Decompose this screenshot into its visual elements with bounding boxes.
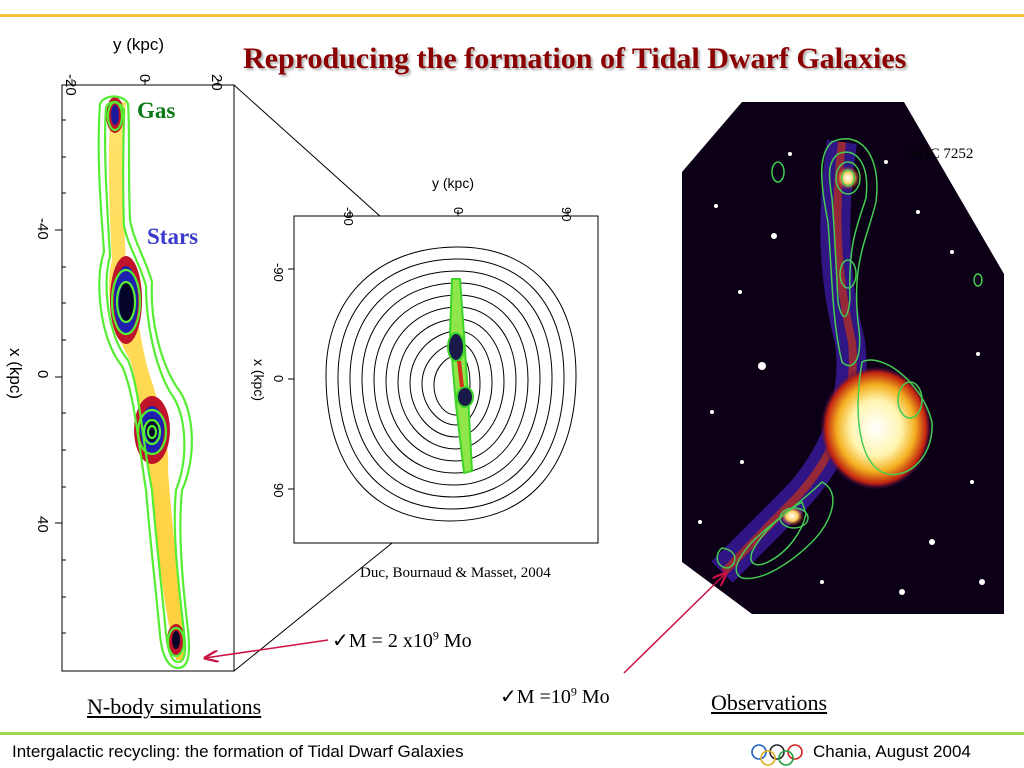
left-y-tick-1: 0 (136, 74, 153, 82)
left-y-tick-0: -20 (62, 74, 79, 96)
left-y-axis-title: y (kpc) (113, 35, 164, 54)
gas-stream (108, 102, 184, 660)
halo-contours (325, 246, 577, 522)
middle-y-tick-1: 0 (451, 207, 466, 214)
field-stars (698, 152, 985, 595)
middle-y-tick-2: 90 (559, 207, 574, 221)
left-y-tick-2: 20 (208, 74, 225, 91)
middle-x-tick-0: -90 (271, 263, 286, 282)
simulation-mass-label: ✓M = 2 x109 Mo (332, 628, 472, 653)
obs-mass-arrow (623, 573, 726, 674)
footer-title: Intergalactic recycling: the formation o… (12, 742, 464, 761)
left-x-axis-title: x (kpc) (6, 348, 25, 399)
footer-location-date: Chania, August 2004 (813, 742, 971, 761)
observations-caption: Observations (711, 690, 828, 715)
left-x-tick-0: -40 (34, 218, 51, 240)
galaxy-core (820, 366, 932, 490)
sim-mass-value: ✓M = 2 x10 (332, 630, 433, 652)
ngc-7252-label: NGC 7252 (908, 146, 974, 162)
obs-mass-value: ✓M =10 (500, 686, 571, 708)
left-x-tick-1: 0 (34, 370, 51, 378)
middle-plot-frame (293, 215, 599, 544)
sim-mass-unit: Mo (438, 630, 472, 652)
middle-x-tick-1: 0 (271, 375, 286, 382)
olympic-rings-icon (751, 744, 803, 766)
sim-mass-exponent: 9 (432, 628, 439, 643)
simulation-credit: Duc, Bournaud & Masset, 2004 (360, 565, 551, 581)
bottom-rule (0, 732, 1024, 735)
middle-x-axis-title: x (kpc) (251, 359, 267, 401)
middle-y-tick-0: -90 (341, 207, 356, 226)
stars-label: Stars (147, 224, 199, 249)
ngc7252-observation-image (682, 102, 1004, 614)
top-rule (0, 14, 1024, 17)
sim-mass-arrow (205, 639, 329, 658)
observation-mass-label: ✓M =109 Mo (500, 684, 610, 709)
obs-mass-unit: Mo (576, 686, 610, 708)
slide-title: Reproducing the formation of Tidal Dwarf… (243, 42, 907, 75)
middle-x-tick-2: 90 (271, 483, 286, 497)
left-x-tick-2: 40 (34, 516, 51, 533)
gas-contours (97, 95, 193, 670)
hi-contours (716, 138, 983, 580)
obs-mass-exponent: 9 (570, 684, 577, 699)
left-simulation-plot: -20 0 20 y (kpc) -40 0 40 x (kpc) (6, 35, 235, 672)
middle-simulation-plot: -90 0 90 y (kpc) -90 0 90 x (kpc) (251, 175, 599, 544)
middle-y-axis-title: y (kpc) (432, 175, 474, 191)
gas-label: Gas (137, 98, 176, 123)
simulations-caption: N-body simulations (87, 694, 262, 719)
